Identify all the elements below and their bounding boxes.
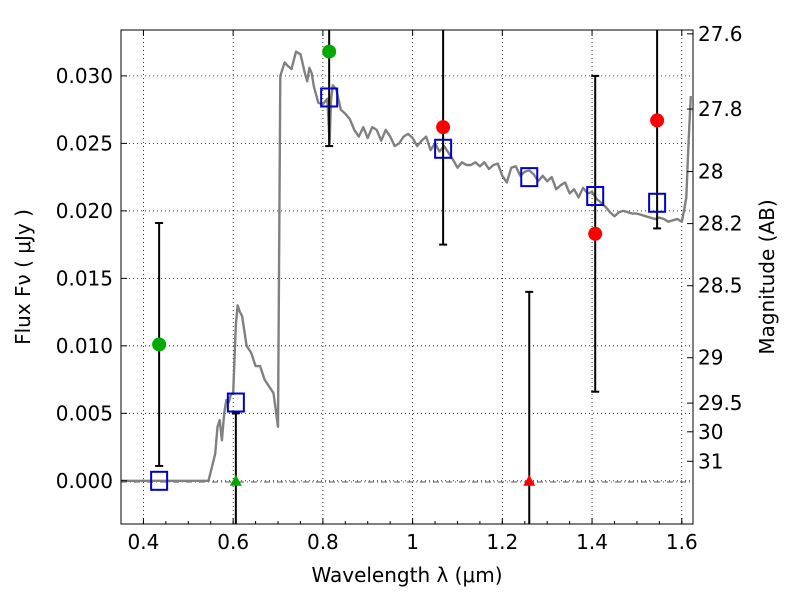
measured-point [650, 113, 665, 128]
upper-limit-marker [523, 474, 536, 486]
y-axis-label: Flux Fν ( μJy ) [11, 209, 35, 345]
error-bars [155, 30, 662, 524]
spectrum-line [121, 50, 692, 482]
model-band-square [520, 167, 539, 188]
mag-tick-label: 28 [698, 160, 723, 184]
model-band-square [434, 138, 453, 159]
mag-tick-label: 31 [698, 449, 723, 473]
model-band-points [150, 87, 667, 491]
mag-tick-label: 27.6 [698, 22, 743, 46]
x-tick-label: 1.2 [486, 530, 518, 554]
y-tick-label: 0.010 [56, 334, 113, 358]
x-tick-label: 1 [406, 530, 419, 554]
mag-tick-label: 29 [698, 346, 723, 370]
model-band-square [320, 87, 339, 108]
mag-tick-label: 28.2 [698, 212, 743, 236]
measured-point [322, 44, 337, 59]
y-tick-label: 0.030 [56, 64, 113, 88]
mag-tick-label: 28.5 [698, 274, 743, 298]
measured-point [436, 120, 451, 135]
model-spectrum [121, 50, 692, 482]
mag-tick-label: 30 [698, 420, 723, 444]
x-tick-label: 0.4 [128, 530, 160, 554]
x-tick-label: 0.6 [217, 530, 249, 554]
y-tick-label: 0.015 [56, 266, 113, 290]
y-tick-label: 0.000 [56, 469, 113, 493]
upper-limit-marker [229, 474, 242, 486]
y-tick-label: 0.005 [56, 401, 113, 425]
grid [121, 30, 693, 524]
axis-ticks: 0.4 0.6 0.8 1 1.2 1.4 1.6 0.000 0.005 0.010 0.015 0… [56, 22, 743, 554]
x-tick-label: 1.6 [666, 530, 698, 554]
right-axis-label: Magnitude (AB) [755, 199, 779, 354]
x-axis-label: Wavelength λ (μm) [311, 563, 502, 587]
model-band-square [586, 186, 605, 207]
measured-point [152, 337, 167, 352]
y-tick-label: 0.020 [56, 199, 113, 223]
model-band-square [226, 392, 245, 413]
model-band-square [150, 470, 169, 491]
measured-point [588, 226, 603, 241]
mag-tick-label: 27.8 [698, 97, 743, 121]
mag-tick-label: 29.5 [698, 391, 743, 415]
y-tick-label: 0.025 [56, 131, 113, 155]
plot-frame [120, 29, 694, 525]
x-tick-label: 1.4 [576, 530, 608, 554]
measured-points [152, 44, 665, 486]
model-band-square [648, 192, 667, 213]
x-tick-label: 0.8 [307, 530, 339, 554]
